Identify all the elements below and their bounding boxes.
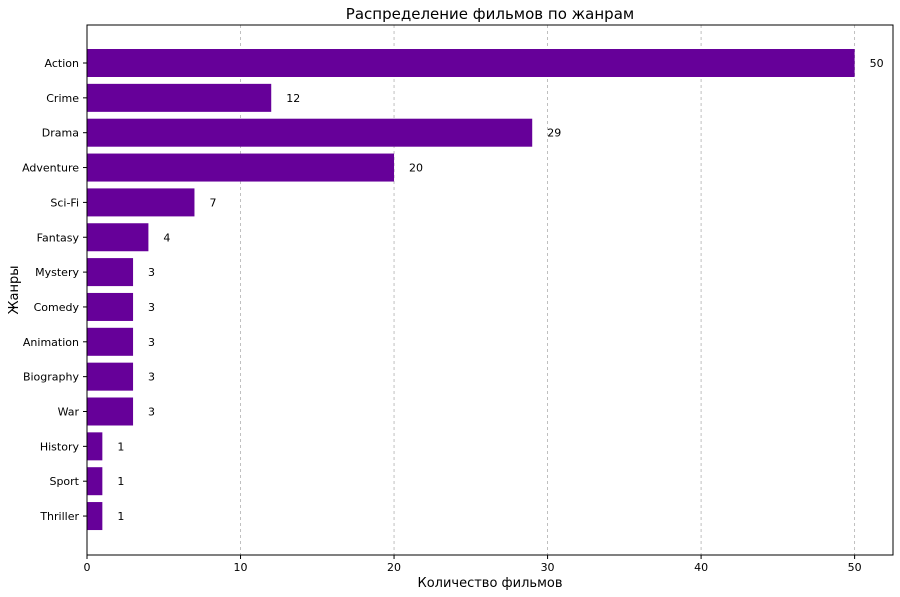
- y-tick-label: Mystery: [35, 266, 79, 279]
- bar-sci-fi: [87, 188, 195, 217]
- data-label: 1: [117, 510, 124, 523]
- data-label: 1: [117, 440, 124, 453]
- x-tick-label: 10: [234, 561, 248, 574]
- bar-action: [87, 49, 855, 77]
- bar-adventure: [87, 153, 395, 182]
- plot-frame: [86, 24, 894, 556]
- bar-fantasy: [87, 223, 149, 252]
- data-label: 7: [209, 196, 216, 209]
- data-label: 3: [148, 266, 155, 279]
- data-label: 3: [148, 371, 155, 384]
- bar-comedy: [87, 292, 134, 321]
- data-label: 50: [870, 57, 884, 70]
- data-label: 3: [148, 336, 155, 349]
- data-label: 4: [163, 231, 170, 244]
- bar-biography: [87, 362, 134, 391]
- y-tick-label: Sport: [49, 475, 79, 488]
- y-tick-labels: Action Crime Drama Adventure Sci-Fi Fantasy My…: [22, 57, 87, 523]
- y-tick-label: Adventure: [22, 162, 79, 175]
- data-label: 12: [286, 92, 300, 105]
- bars-layer: [87, 49, 855, 531]
- x-tick-label: 30: [541, 561, 555, 574]
- y-tick-label: Animation: [23, 336, 79, 349]
- y-tick-label: War: [58, 406, 80, 419]
- y-tick-label: Drama: [42, 127, 79, 140]
- y-tick-label: Action: [45, 57, 79, 70]
- data-label: 29: [547, 127, 561, 140]
- y-tick-label: Comedy: [34, 301, 80, 314]
- x-tick-label: 40: [694, 561, 708, 574]
- y-tick-label: Thriller: [39, 510, 79, 523]
- data-labels-layer: 50 12 29 20 7 4 3 3 3 3 3 1 1 1: [117, 57, 883, 523]
- x-tick-label: 0: [84, 561, 91, 574]
- bar-crime: [87, 83, 272, 112]
- bar-thriller: [87, 502, 103, 531]
- bar-war: [87, 397, 134, 426]
- x-tick-label: 20: [387, 561, 401, 574]
- grid-layer: [240, 25, 856, 555]
- bar-animation: [87, 327, 134, 356]
- data-label: 3: [148, 301, 155, 314]
- x-tick-labels: 0 10 20 30 40 50: [84, 555, 862, 574]
- y-tick-label: Sci-Fi: [50, 196, 79, 209]
- bar-mystery: [87, 258, 134, 287]
- data-label: 20: [409, 162, 423, 175]
- y-tick-label: Biography: [23, 371, 80, 384]
- x-axis-label: Количество фильмов: [417, 576, 562, 591]
- data-label: 1: [117, 475, 124, 488]
- y-axis-label: Жанры: [7, 266, 22, 315]
- y-tick-label: Crime: [46, 92, 79, 105]
- bar-sport: [87, 467, 103, 496]
- data-label: 3: [148, 406, 155, 419]
- bar-history: [87, 432, 103, 461]
- chart-title: Распределение фильмов по жанрам: [346, 5, 634, 23]
- x-tick-label: 50: [848, 561, 862, 574]
- y-tick-label: Fantasy: [37, 231, 80, 244]
- y-tick-label: History: [40, 440, 80, 453]
- bar-drama: [87, 118, 533, 147]
